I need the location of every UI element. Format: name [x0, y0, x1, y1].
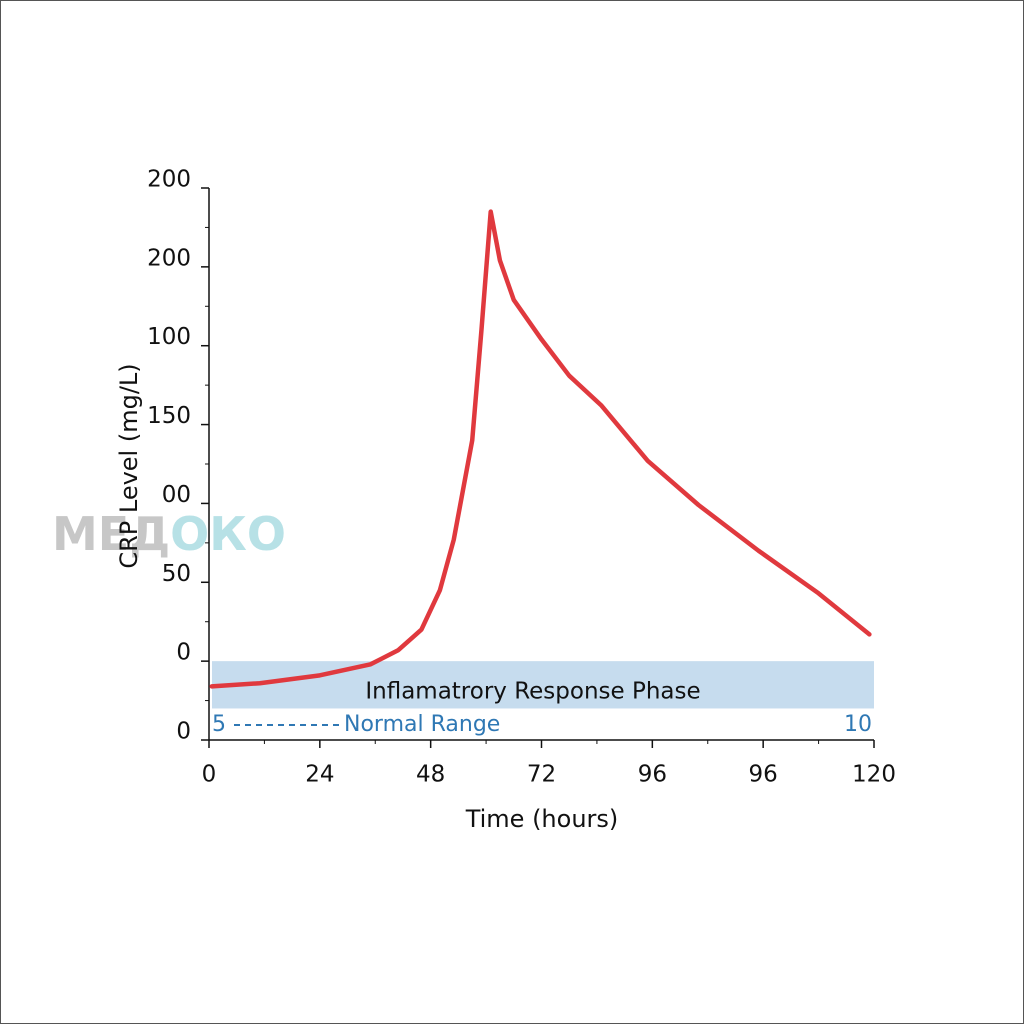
plot-area: Inflamatrory Response Phase 5 Normal Range…: [52, 167, 896, 788]
y-tick-label: 200: [147, 245, 191, 271]
x-tick-label: 48: [416, 762, 445, 788]
y-tick-label: 0: [176, 640, 191, 666]
x-tick-label: 24: [305, 762, 334, 788]
y-tick-label: 200: [147, 167, 191, 193]
y-axis-label: CRP Level (mg/L): [115, 363, 143, 568]
x-axis-label: Time (hours): [465, 805, 619, 833]
y-tick-label: 00: [162, 482, 191, 508]
normal-label: Normal Range: [344, 712, 500, 737]
normal-low: 5: [212, 712, 226, 737]
x-tick-label: 96: [749, 762, 778, 788]
watermark: МЕДОКО: [52, 507, 286, 561]
band-label: Inflamatrory Response Phase: [365, 679, 700, 705]
y-tick-label: 50: [162, 561, 191, 587]
watermark-part: ОКО: [170, 507, 286, 561]
y-tick-label: 100: [147, 324, 191, 350]
crp-line: [209, 209, 872, 689]
x-tick-label: 120: [852, 762, 896, 788]
x-tick-label: 96: [638, 762, 667, 788]
normal-high: 10: [844, 712, 872, 737]
x-tick-label: 72: [527, 762, 556, 788]
watermark-part: МЕД: [52, 507, 170, 561]
phase-band: [212, 661, 874, 709]
y-tick-label: 0: [176, 719, 191, 745]
x-tick-label: 0: [202, 762, 217, 788]
y-tick-label: 150: [147, 403, 191, 429]
